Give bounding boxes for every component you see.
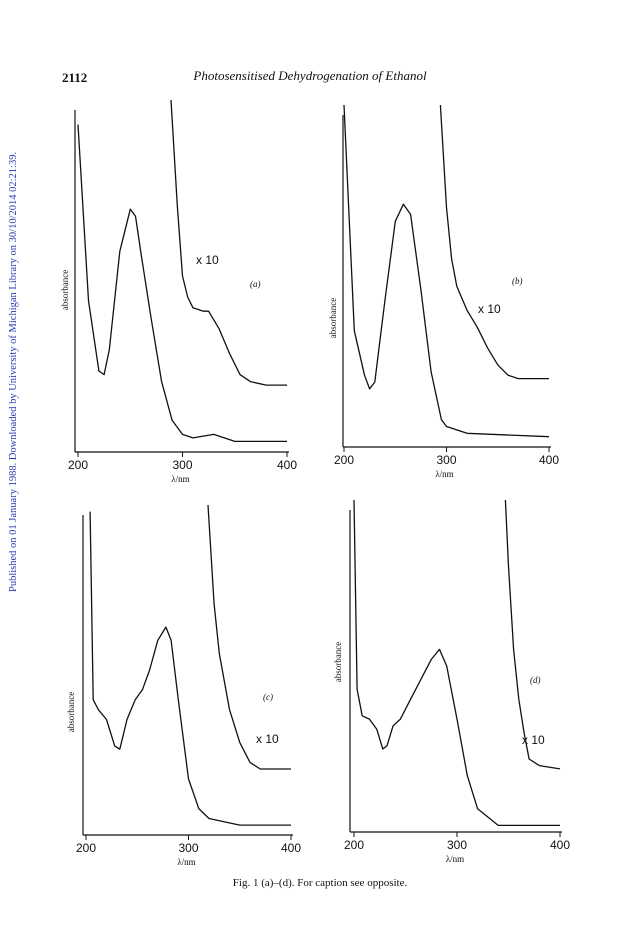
x-tick-label: 300 bbox=[172, 458, 192, 472]
x-tick-label: 400 bbox=[281, 841, 301, 855]
x-tick-label: 300 bbox=[178, 841, 198, 855]
x-tick-label: 300 bbox=[436, 453, 456, 467]
x-axis-label: λ/nm bbox=[446, 854, 464, 864]
spectrum-curve bbox=[170, 99, 287, 386]
y-axis-label: absorbance bbox=[66, 692, 76, 732]
panel-label: (d) bbox=[530, 675, 541, 685]
x-axis-label: λ/nm bbox=[435, 469, 453, 479]
x-tick-label: 200 bbox=[334, 453, 354, 467]
spectrum-curve bbox=[504, 499, 561, 770]
page-number: 2112 bbox=[62, 70, 87, 85]
spectrum-curve bbox=[77, 124, 287, 443]
y-axis-label: absorbance bbox=[328, 298, 338, 338]
scale-annotation: x 10 bbox=[256, 732, 279, 746]
scale-annotation: x 10 bbox=[478, 302, 501, 316]
x-tick-label: 200 bbox=[68, 458, 88, 472]
scale-annotation: x 10 bbox=[522, 733, 545, 747]
y-axis-label: absorbance bbox=[333, 642, 343, 682]
panel-label: (b) bbox=[512, 276, 523, 286]
x-tick-label: 200 bbox=[344, 838, 364, 852]
panel-label: (c) bbox=[263, 692, 273, 702]
spectrum-curve bbox=[343, 104, 550, 438]
y-axis-label: absorbance bbox=[60, 270, 70, 310]
running-title: Photosensitised Dehydrogenation of Ethan… bbox=[192, 68, 427, 83]
panel-label: (a) bbox=[250, 279, 261, 289]
x-tick-label: 400 bbox=[550, 838, 570, 852]
x-tick-label: 400 bbox=[277, 458, 297, 472]
spectrum-curve bbox=[353, 499, 560, 827]
x-axis-label: λ/nm bbox=[177, 857, 195, 867]
download-note: Published on 01 January 1988. Downloaded… bbox=[8, 152, 19, 592]
spectrum-curve bbox=[207, 504, 291, 770]
x-tick-label: 300 bbox=[447, 838, 467, 852]
spectrum-curve bbox=[89, 511, 291, 826]
x-tick-label: 200 bbox=[76, 841, 96, 855]
spectrum-curve bbox=[439, 104, 549, 380]
x-axis-label: λ/nm bbox=[171, 474, 189, 484]
figure-caption: Fig. 1 (a)–(d). For caption see opposite… bbox=[233, 877, 408, 889]
x-tick-label: 400 bbox=[539, 453, 559, 467]
scale-annotation: x 10 bbox=[196, 253, 219, 267]
